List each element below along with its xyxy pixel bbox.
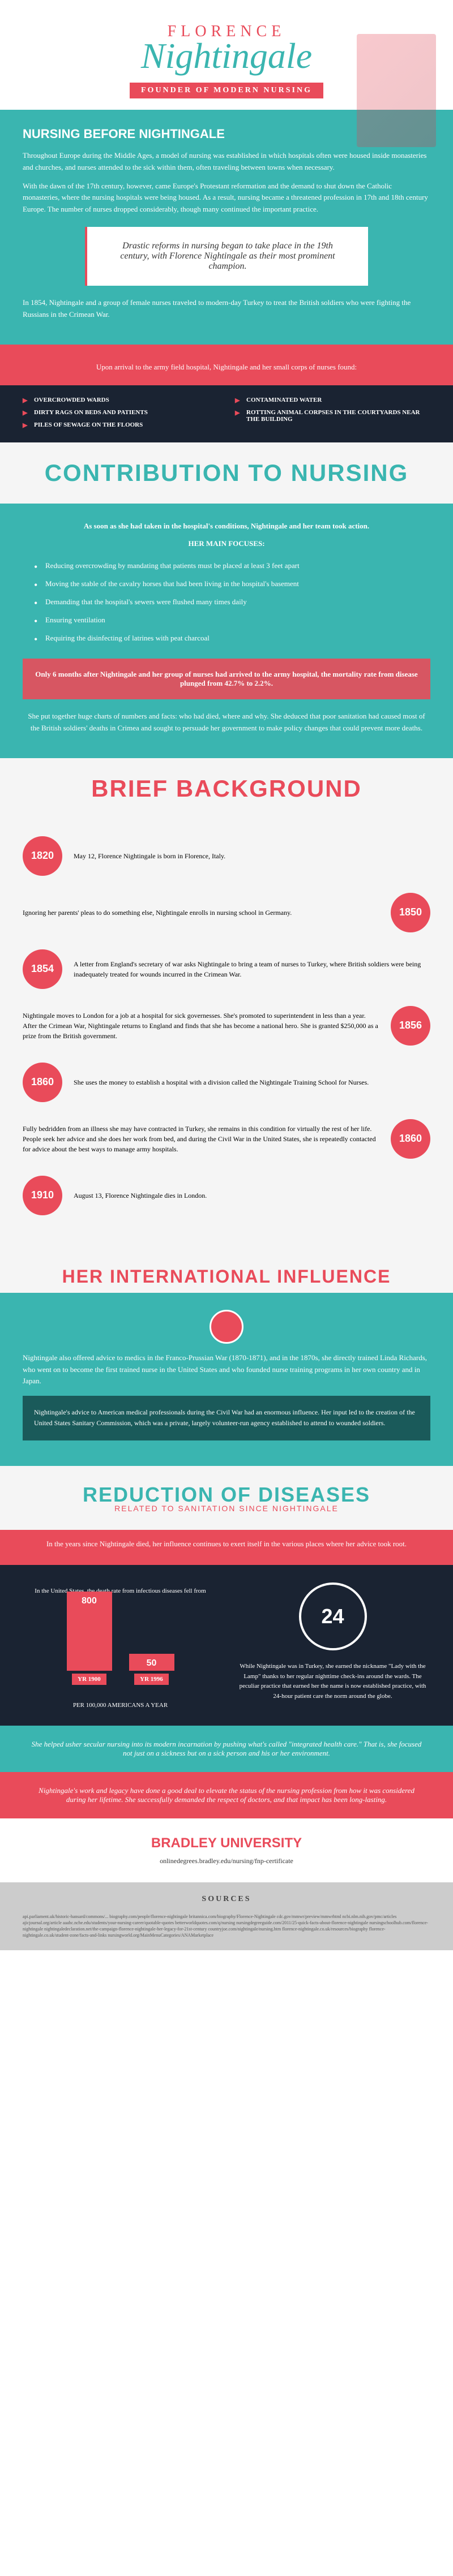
before-p2: With the dawn of the 17th century, howev… [23,180,430,216]
chart-caption-top: In the United States, the death rate fro… [23,1588,218,1594]
portrait-illustration [357,34,436,147]
reduction-data: In the United States, the death rate fro… [0,1565,453,1726]
timeline-row: 1860 She uses the money to establish a ho… [23,1063,430,1102]
reduction-title-wrap: REDUCTION OF DISEASES RELATED TO SANITAT… [0,1466,453,1530]
year-badge: 1860 [391,1119,430,1159]
finding-item: ROTTING ANIMAL CORPSES IN THE COURTYARDS… [235,409,430,423]
focus-item: Demanding that the hospital's sewers wer… [34,593,419,611]
timeline-text: She uses the money to establish a hospit… [74,1077,430,1087]
chart-col: In the United States, the death rate fro… [23,1582,218,1709]
intl-section: Nightingale also offered advice to medic… [0,1293,453,1466]
sources-heading: SOURCES [23,1894,430,1905]
year-badge: 1910 [23,1176,62,1215]
bar-chart: 800 YR 1900 50 YR 1996 [23,1594,218,1696]
bar: 800 [67,1592,112,1671]
contribution-title-wrap: CONTRIBUTION TO NURSING [0,442,453,504]
brand-logo: BRADLEY UNIVERSITY [17,1835,436,1851]
timeline-text: Fully bedridden from an illness she may … [23,1124,379,1154]
timeline-text: Nightingale moves to London for a job at… [23,1010,379,1041]
bar-label: YR 1900 [72,1674,106,1685]
reduction-intro-wrap: In the years since Nightingale died, her… [0,1530,453,1566]
contribution-section: As soon as she had taken in the hospital… [0,504,453,758]
sources-text: api.parliament.uk/historic-hansard/commo… [23,1913,430,1939]
medal-icon [210,1310,243,1344]
contribution-intro: As soon as she had taken in the hospital… [23,521,430,532]
sources-section: SOURCES api.parliament.uk/historic-hansa… [0,1882,453,1950]
focuses-heading: HER MAIN FOCUSES: [23,539,430,548]
timeline-row: 1860 Fully bedridden from an illness she … [23,1119,430,1159]
bar-wrap: 800 YR 1900 [67,1592,112,1685]
contribution-outro: She put together huge charts of numbers … [23,711,430,734]
bar: 50 [129,1654,174,1671]
intl-p1: Nightingale also offered advice to medic… [23,1352,430,1387]
timeline-text: Ignoring her parents' pleas to do someth… [23,908,379,918]
year-badge: 1820 [23,836,62,876]
reduction-intro: In the years since Nightingale died, her… [34,1538,419,1550]
focus-item: Moving the stable of the cavalry horses … [34,575,419,593]
timeline-text: August 13, Florence Nightingale dies in … [74,1190,430,1201]
findings-intro: Upon arrival to the army field hospital,… [23,362,430,373]
footer-url: onlinedegrees.bradley.edu/nursing/fnp-ce… [17,1857,436,1865]
footer: BRADLEY UNIVERSITY onlinedegrees.bradley… [0,1818,453,1882]
mortality-stat: Only 6 months after Nightingale and her … [23,659,430,699]
finding-item: OVERCROWDED WARDS [23,397,218,403]
lady-text: While Nightingale was in Turkey, she ear… [235,1662,430,1701]
focus-item: Reducing overcrowding by mandating that … [34,557,419,575]
circle-col: 24 While Nightingale was in Turkey, she … [235,1582,430,1708]
timeline-row: 1820 May 12, Florence Nightingale is born… [23,836,430,876]
bar-label: YR 1996 [134,1674,169,1685]
reduction-title: REDUCTION OF DISEASES [23,1483,430,1507]
year-badge: 1850 [391,893,430,932]
legacy-quote: Nightingale's work and legacy have done … [0,1772,453,1818]
finding-item: PILES OF SEWAGE ON THE FLOORS [23,422,218,428]
findings-section: Upon arrival to the army field hospital,… [0,345,453,386]
bar-wrap: 50 YR 1996 [129,1654,174,1685]
timeline-row: 1856 Nightingale moves to London for a jo… [23,1006,430,1046]
reform-quote: Drastic reforms in nursing began to take… [85,227,368,286]
timeline-text: A letter from England's secretary of war… [74,959,430,979]
background-title-wrap: BRIEF BACKGROUND [0,758,453,819]
findings-list-wrap: OVERCROWDED WARDS DIRTY RAGS ON BEDS AND … [0,385,453,442]
finding-item: CONTAMINATED WATER [235,397,430,403]
integrated-quote: She helped usher secular nursing into it… [0,1726,453,1772]
focus-list: Reducing overcrowding by mandating that … [23,557,430,647]
subtitle-banner: FOUNDER OF MODERN NURSING [130,83,323,98]
background-title: BRIEF BACKGROUND [23,775,430,802]
intl-title: HER INTERNATIONAL INFLUENCE [23,1266,430,1287]
timeline-text: May 12, Florence Nightingale is born in … [74,851,430,861]
chart-caption-bottom: PER 100,000 AMERICANS A YEAR [23,1702,218,1709]
timeline-row: 1854 A letter from England's secretary of… [23,949,430,989]
finding-item: DIRTY RAGS ON BEDS AND PATIENTS [23,409,218,416]
year-badge: 1854 [23,949,62,989]
timeline-row: 1910 August 13, Florence Nightingale dies… [23,1176,430,1215]
intl-box: Nightingale's advice to American medical… [23,1396,430,1440]
focus-item: Ensuring ventilation [34,611,419,629]
timeline-row: 1850 Ignoring her parents' pleas to do so… [23,893,430,932]
before-p1: Throughout Europe during the Middle Ages… [23,150,430,174]
timeline: 1820 May 12, Florence Nightingale is born… [0,819,453,1249]
circle-24: 24 [299,1582,367,1650]
contribution-title: CONTRIBUTION TO NURSING [23,459,430,487]
year-badge: 1860 [23,1063,62,1102]
intl-title-wrap: HER INTERNATIONAL INFLUENCE [0,1249,453,1293]
focus-item: Requiring the disinfecting of latrines w… [34,629,419,647]
header-section: FLORENCE Nightingale FOUNDER OF MODERN N… [0,0,453,110]
year-badge: 1856 [391,1006,430,1046]
before-p3: In 1854, Nightingale and a group of fema… [23,297,430,321]
